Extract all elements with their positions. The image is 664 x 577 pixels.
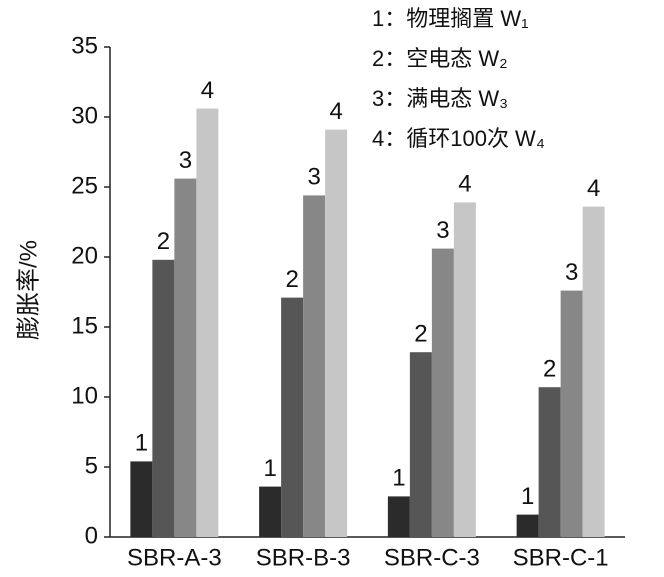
bar-label: 1 <box>392 465 405 492</box>
bar <box>431 248 454 537</box>
y-tick-label: 30 <box>71 102 98 129</box>
bar-label: 4 <box>587 175 600 202</box>
bar-label: 3 <box>565 259 578 286</box>
x-tick-label: SBR-C-3 <box>384 544 480 571</box>
bar <box>453 202 476 537</box>
x-tick-label: SBR-C-1 <box>513 544 609 571</box>
bar <box>538 387 561 537</box>
bar-label: 3 <box>307 164 320 191</box>
y-tick-label: 25 <box>71 172 98 199</box>
bar-label: 4 <box>201 77 214 104</box>
bar-label: 3 <box>436 217 449 244</box>
bar-label: 2 <box>285 266 298 293</box>
bar <box>303 195 326 537</box>
bar <box>152 259 175 537</box>
bar <box>516 514 539 537</box>
bar <box>174 178 197 537</box>
bar <box>409 352 432 537</box>
bar-label: 2 <box>157 228 170 255</box>
x-tick-label: SBR-B-3 <box>256 544 351 571</box>
bar <box>387 496 410 537</box>
y-tick-label: 0 <box>85 522 98 549</box>
bar-label: 1 <box>263 455 276 482</box>
y-axis-label: 膨胀率/% <box>15 240 42 340</box>
bar-label: 3 <box>179 147 192 174</box>
y-tick-label: 10 <box>71 382 98 409</box>
x-tick-label: SBR-A-3 <box>127 544 222 571</box>
y-tick-label: 15 <box>71 312 98 339</box>
bar-label: 4 <box>329 98 342 125</box>
legend-label: 2：空电态 W₂ <box>372 46 508 71</box>
y-tick-label: 20 <box>71 242 98 269</box>
bar-label: 2 <box>414 321 427 348</box>
bar <box>259 486 282 537</box>
legend-label: 1：物理搁置 W₁ <box>372 6 529 31</box>
bar-label: 2 <box>543 356 556 383</box>
bar <box>130 461 153 537</box>
legend-label: 4：循环100次 W₄ <box>372 126 545 151</box>
bar-label: 4 <box>458 171 471 198</box>
bar <box>281 297 304 537</box>
bar <box>582 206 605 537</box>
bar <box>560 290 583 537</box>
bar-label: 1 <box>135 430 148 457</box>
bar <box>325 129 348 537</box>
bar-label: 1 <box>521 483 534 510</box>
y-tick-label: 5 <box>85 452 98 479</box>
bar <box>196 108 219 537</box>
legend-label: 3：满电态 W₃ <box>372 86 508 111</box>
y-tick-label: 35 <box>71 32 98 59</box>
